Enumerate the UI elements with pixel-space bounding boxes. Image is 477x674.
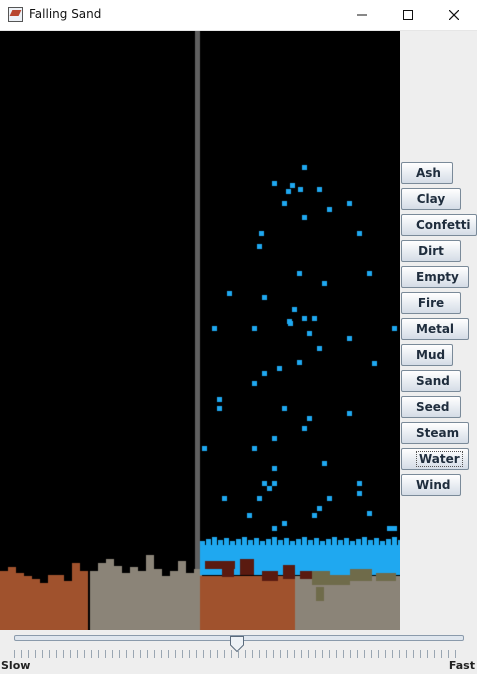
tool-button-dirt[interactable]: Dirt bbox=[401, 240, 461, 262]
close-icon bbox=[448, 9, 460, 20]
maximize-icon bbox=[403, 9, 413, 20]
tool-button-ash[interactable]: Ash bbox=[401, 162, 453, 184]
tool-button-wind[interactable]: Wind bbox=[401, 474, 461, 496]
tool-button-metal[interactable]: Metal bbox=[401, 318, 469, 340]
tool-button-water[interactable]: Water bbox=[401, 448, 469, 470]
tool-button-empty[interactable]: Empty bbox=[401, 266, 469, 288]
tool-button-sand[interactable]: Sand bbox=[401, 370, 461, 392]
maximize-button[interactable] bbox=[385, 0, 431, 30]
minimize-button[interactable] bbox=[339, 0, 385, 30]
tool-button-steam[interactable]: Steam bbox=[401, 422, 469, 444]
falling-sand-app-icon bbox=[8, 7, 23, 22]
speed-slider-thumb[interactable] bbox=[230, 636, 244, 652]
tool-button-seed[interactable]: Seed bbox=[401, 396, 461, 418]
tool-button-fire[interactable]: Fire bbox=[401, 292, 461, 314]
speed-slider[interactable] bbox=[14, 635, 464, 652]
element-tool-panel: Ash Clay Confetti Dirt Empty Fire Metal … bbox=[400, 31, 477, 630]
sand-canvas-area[interactable] bbox=[0, 31, 400, 630]
sand-canvas[interactable] bbox=[0, 31, 400, 630]
tool-button-confetti[interactable]: Confetti bbox=[401, 214, 477, 236]
window-title: Falling Sand bbox=[29, 7, 102, 21]
fast-label: Fast bbox=[448, 659, 475, 672]
close-button[interactable] bbox=[431, 0, 477, 30]
minimize-icon bbox=[357, 14, 367, 15]
tool-button-clay[interactable]: Clay bbox=[401, 188, 461, 210]
tool-button-mud[interactable]: Mud bbox=[401, 344, 453, 366]
slow-label: Slow bbox=[1, 659, 31, 672]
speed-slider-ticks bbox=[14, 650, 462, 658]
speed-control: Slow Fast bbox=[0, 630, 477, 674]
title-bar[interactable]: Falling Sand bbox=[0, 0, 477, 31]
